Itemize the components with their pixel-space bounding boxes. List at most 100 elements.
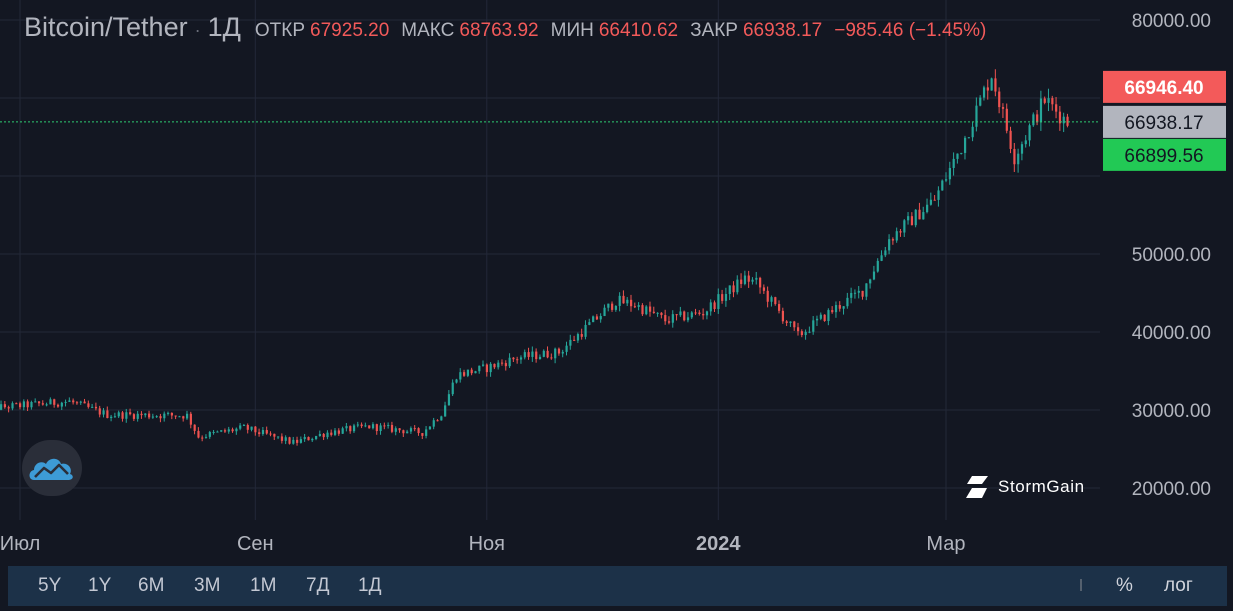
candle-body bbox=[258, 432, 261, 435]
candle-body bbox=[159, 416, 162, 419]
candle-body bbox=[326, 432, 329, 438]
x-tick-label: Сен bbox=[237, 533, 274, 555]
candle-body bbox=[303, 437, 306, 440]
x-tick-label: Июл bbox=[0, 533, 40, 555]
candle-body bbox=[53, 399, 56, 405]
candle-body bbox=[482, 364, 485, 366]
candle-body bbox=[793, 321, 796, 328]
candle-body bbox=[971, 126, 974, 138]
candle-body bbox=[743, 275, 747, 284]
range-6m-button[interactable]: 6M bbox=[138, 575, 165, 596]
stormgain-watermark: StormGain bbox=[964, 474, 1085, 500]
price-chart[interactable]: 80000.00 50000.00 40000.00 30000.00 20000.00… bbox=[0, 0, 1233, 565]
y-tick-label: 20000.00 bbox=[1132, 479, 1211, 500]
candle-body bbox=[277, 436, 280, 438]
range-7d-button[interactable]: 7Д bbox=[306, 575, 330, 596]
candle-body bbox=[611, 303, 614, 310]
percent-scale-button[interactable]: % bbox=[1116, 575, 1133, 596]
candle-body bbox=[261, 430, 265, 435]
candle-body bbox=[60, 402, 63, 407]
candle-body bbox=[876, 260, 879, 272]
candle-body bbox=[322, 433, 325, 438]
candle-body bbox=[922, 212, 925, 220]
candle-body bbox=[842, 306, 845, 309]
candle-body bbox=[459, 372, 462, 380]
candle-body bbox=[755, 277, 758, 280]
candle-body bbox=[94, 406, 98, 409]
candle-body bbox=[288, 437, 291, 444]
candle-body bbox=[588, 322, 591, 325]
stormgain-logo-icon bbox=[966, 476, 988, 498]
candle-body bbox=[242, 425, 246, 427]
range-5y-button[interactable]: 5Y bbox=[38, 575, 62, 596]
candle-body bbox=[565, 345, 568, 352]
candle-body bbox=[933, 199, 936, 201]
candle-body bbox=[117, 412, 120, 417]
range-1y-button[interactable]: 1Y bbox=[88, 575, 112, 596]
candle-body bbox=[751, 279, 754, 282]
candle-body bbox=[531, 351, 534, 357]
candle-body bbox=[349, 426, 352, 432]
range-3m-button[interactable]: 3M bbox=[194, 575, 221, 596]
candle-body bbox=[542, 350, 545, 357]
candle-body bbox=[1055, 104, 1058, 112]
candle-body bbox=[888, 239, 891, 251]
candle-body bbox=[0, 404, 3, 410]
candle-body bbox=[428, 426, 432, 430]
candle-body bbox=[903, 220, 906, 233]
candle-body bbox=[789, 321, 792, 323]
candle-body bbox=[603, 307, 606, 317]
candle-body bbox=[861, 290, 864, 297]
candle-body bbox=[83, 401, 86, 404]
candle-body bbox=[580, 334, 583, 337]
range-1m-button[interactable]: 1M bbox=[250, 575, 277, 596]
candle-body bbox=[22, 401, 25, 408]
chart-logo-button[interactable] bbox=[22, 440, 82, 496]
range-1d-button[interactable]: 1Д bbox=[358, 575, 382, 596]
candle-body bbox=[857, 290, 860, 293]
candle-body bbox=[204, 436, 208, 438]
candle-body bbox=[15, 403, 18, 405]
candle-body bbox=[599, 316, 602, 320]
candle-body bbox=[37, 401, 41, 404]
candle-body bbox=[895, 231, 898, 241]
candle-body bbox=[808, 331, 811, 333]
candle-body bbox=[990, 78, 993, 91]
candle-body bbox=[390, 424, 394, 432]
candle-body bbox=[235, 428, 238, 432]
candle-body bbox=[717, 294, 720, 309]
log-scale-button[interactable]: лог bbox=[1164, 575, 1193, 596]
timeframe: 1Д bbox=[207, 12, 241, 42]
candle-body bbox=[148, 413, 151, 418]
candle-body bbox=[834, 305, 838, 313]
candle-body bbox=[379, 425, 382, 432]
candle-body bbox=[785, 321, 788, 323]
candle-body bbox=[1017, 153, 1020, 165]
candle-body bbox=[614, 305, 618, 310]
candle-body bbox=[451, 382, 454, 395]
candle-body bbox=[500, 362, 504, 364]
y-axis: 80000.00 50000.00 40000.00 30000.00 20000.00 bbox=[1132, 11, 1211, 500]
candle-body bbox=[694, 312, 697, 314]
candle-body bbox=[75, 402, 79, 404]
candle-body bbox=[633, 306, 637, 308]
candle-body bbox=[330, 432, 333, 435]
candle-body bbox=[102, 410, 105, 415]
candle-body bbox=[398, 428, 401, 431]
candle-body bbox=[208, 432, 211, 437]
price-label-last-box bbox=[1103, 105, 1226, 138]
candle-body bbox=[1009, 130, 1012, 149]
candle-body bbox=[174, 415, 177, 417]
candle-body bbox=[891, 239, 895, 241]
candle-body bbox=[155, 416, 158, 418]
candle-body bbox=[846, 297, 849, 307]
candle-body bbox=[630, 299, 633, 307]
candle-body bbox=[986, 87, 989, 91]
candle-body bbox=[497, 362, 500, 368]
candle-body bbox=[546, 350, 549, 358]
candle-body bbox=[667, 321, 671, 323]
y-tick-label: 30000.00 bbox=[1132, 401, 1211, 422]
candle-body bbox=[182, 416, 185, 419]
candle-body bbox=[637, 305, 640, 307]
candle-body bbox=[1043, 98, 1046, 103]
